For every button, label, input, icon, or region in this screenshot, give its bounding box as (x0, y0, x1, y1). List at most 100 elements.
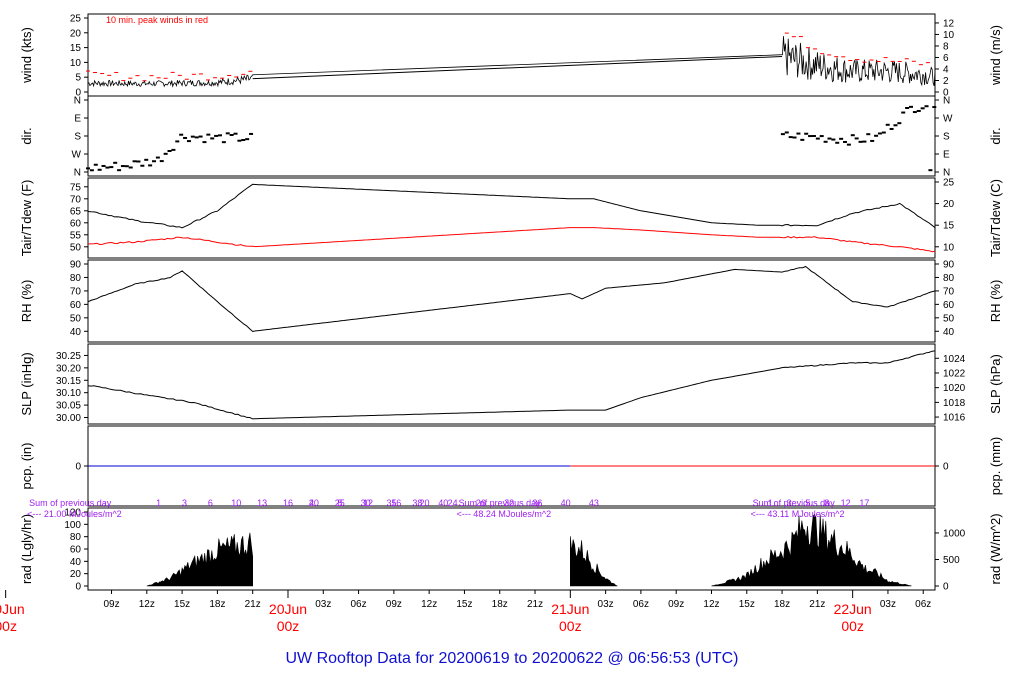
radiation-area (570, 536, 618, 587)
y-axis-title-right: pcp. (mm) (988, 437, 1003, 496)
y-axis-title-right: Tair/Tdew (C) (988, 179, 1003, 257)
hourly-count: 10 (231, 498, 241, 508)
y-tick-label-right: 4 (943, 64, 949, 75)
series-RH (87, 265, 936, 333)
x-tick-label: 18z (492, 599, 508, 610)
x-axis: 09z 12z 15z 18z 21z 03z 06z 09z 12z 15z 18z 21z 03z 0… (0, 590, 931, 634)
day-label-date: 22Jun (834, 601, 872, 617)
y-tick-label-right: 8 (943, 41, 949, 52)
x-tick-label: 21z (245, 599, 261, 610)
hourly-count: 32 (504, 498, 514, 508)
y-tick-label: 40 (70, 557, 82, 568)
x-tick-label: 09z (668, 599, 684, 610)
y-tick-label: 0 (75, 88, 81, 99)
hourly-count: 13 (257, 498, 267, 508)
x-tick-label: 21z (809, 599, 825, 610)
panel-frame (87, 259, 936, 343)
hourly-count: 35 (387, 498, 397, 508)
y-tick-label-right: 1022 (943, 368, 966, 379)
y-tick-label: 30.05 (56, 401, 81, 412)
y-tick-label-right: S (943, 132, 950, 143)
x-tick-label: 09z (386, 599, 402, 610)
panel-frame (87, 13, 936, 97)
x-tick-label: 12z (139, 599, 155, 610)
series-SLP (87, 350, 936, 420)
y-tick-label: 65 (70, 206, 82, 217)
y-tick-label-right: 12 (943, 18, 955, 29)
y-tick-label-right: 70 (943, 286, 955, 297)
hourly-count: 40 (561, 498, 571, 508)
y-tick-label: 0 (75, 462, 81, 473)
hourly-count: 1 (768, 498, 773, 508)
y-tick-label-right: 1000 (943, 528, 966, 539)
hourly-count: 5 (805, 498, 810, 508)
y-axis-title: Tair/Tdew (F) (19, 180, 34, 257)
daily-sum-value: <--- 48.24 MJoules/m^2 (457, 509, 552, 519)
hourly-count: 3 (787, 498, 792, 508)
x-tick-label: 12z (703, 599, 719, 610)
panel-pcp: 0 0 pcp. (in) pcp. (mm) (19, 425, 1003, 507)
y-tick-label-right: 6 (943, 53, 949, 64)
radiation-area (711, 513, 912, 587)
y-axis-title-right: SLP (hPa) (988, 354, 1003, 414)
y-tick-label-right: N (943, 96, 950, 107)
footer-to: to (514, 650, 528, 667)
hourly-count: 43 (589, 498, 599, 508)
y-axis-title: pcp. (in) (19, 443, 34, 490)
y-axis-title-right: RH (%) (988, 280, 1003, 323)
daily-sum-value: <--- 43.11 MJoules/m^2 (751, 509, 845, 519)
y-tick-label: 50 (70, 242, 82, 253)
y-tick-label-right: 1016 (943, 413, 966, 424)
x-tick-label: 15z (174, 599, 190, 610)
y-tick-label: E (74, 114, 81, 125)
y-tick-label-right: 90 (943, 260, 955, 271)
y-tick-label: 30.10 (56, 388, 81, 399)
day-label-time: 00z (841, 618, 864, 634)
y-tick-label-right: 0 (943, 88, 949, 99)
y-tick-label: 0 (75, 582, 81, 593)
panel-rh: 40 50 60 70 80 90 40 50 60 70 80 90 RH (%) RH (%) (19, 259, 1003, 343)
daily-sum-value: <--- 21.00 MJoules/m^2 (27, 509, 122, 519)
daily-sum-label: Sum of previous day (459, 498, 542, 508)
radiation-area (146, 532, 254, 587)
y-tick-label: 25 (70, 14, 82, 25)
hourly-count: 25 (335, 498, 345, 508)
y-tick-label: 5 (75, 73, 81, 84)
hourly-count: 40 (438, 498, 448, 508)
y-axis-title: rad (Lgly/hr) (19, 514, 34, 584)
panel-frame (87, 343, 936, 425)
x-tick-label: 12z (421, 599, 437, 610)
y-tick-label-right: 1024 (943, 354, 966, 365)
hourly-count: 1 (156, 498, 161, 508)
y-tick-label-right: 10 (943, 30, 955, 41)
y-tick-label: 70 (70, 194, 82, 205)
footer-tz: (UTC) (694, 650, 739, 667)
hourly-count: 20 (309, 498, 319, 508)
daily-sum-label: Sum of previous day (753, 498, 836, 508)
y-tick-label-right: 40 (943, 327, 955, 338)
x-tick-label: 09z (103, 599, 119, 610)
hourly-count: 26 (476, 498, 486, 508)
y-tick-label-right: 1020 (943, 383, 966, 394)
y-tick-label-right: 0 (943, 462, 949, 473)
hourly-count: 12 (841, 498, 851, 508)
x-tick-label: 03z (598, 599, 614, 610)
y-tick-label: 100 (64, 520, 81, 531)
y-tick-label-right: 60 (943, 300, 955, 311)
footer-start: 20200619 (438, 650, 510, 667)
y-tick-label-right: 10 (943, 242, 955, 253)
x-tick-label: 15z (456, 599, 472, 610)
y-tick-label: 60 (70, 300, 82, 311)
footer-end: 20200622 (531, 650, 604, 667)
day-label-date: 21Jun (551, 601, 589, 617)
y-tick-label: 30.00 (56, 413, 81, 424)
y-tick-label: 90 (70, 260, 82, 271)
y-axis-title: dir. (19, 127, 34, 144)
y-tick-label-right: E (943, 150, 950, 161)
y-tick-label: 75 (70, 182, 82, 193)
hourly-count: 38 (412, 498, 422, 508)
y-tick-label-right: 80 (943, 273, 955, 284)
